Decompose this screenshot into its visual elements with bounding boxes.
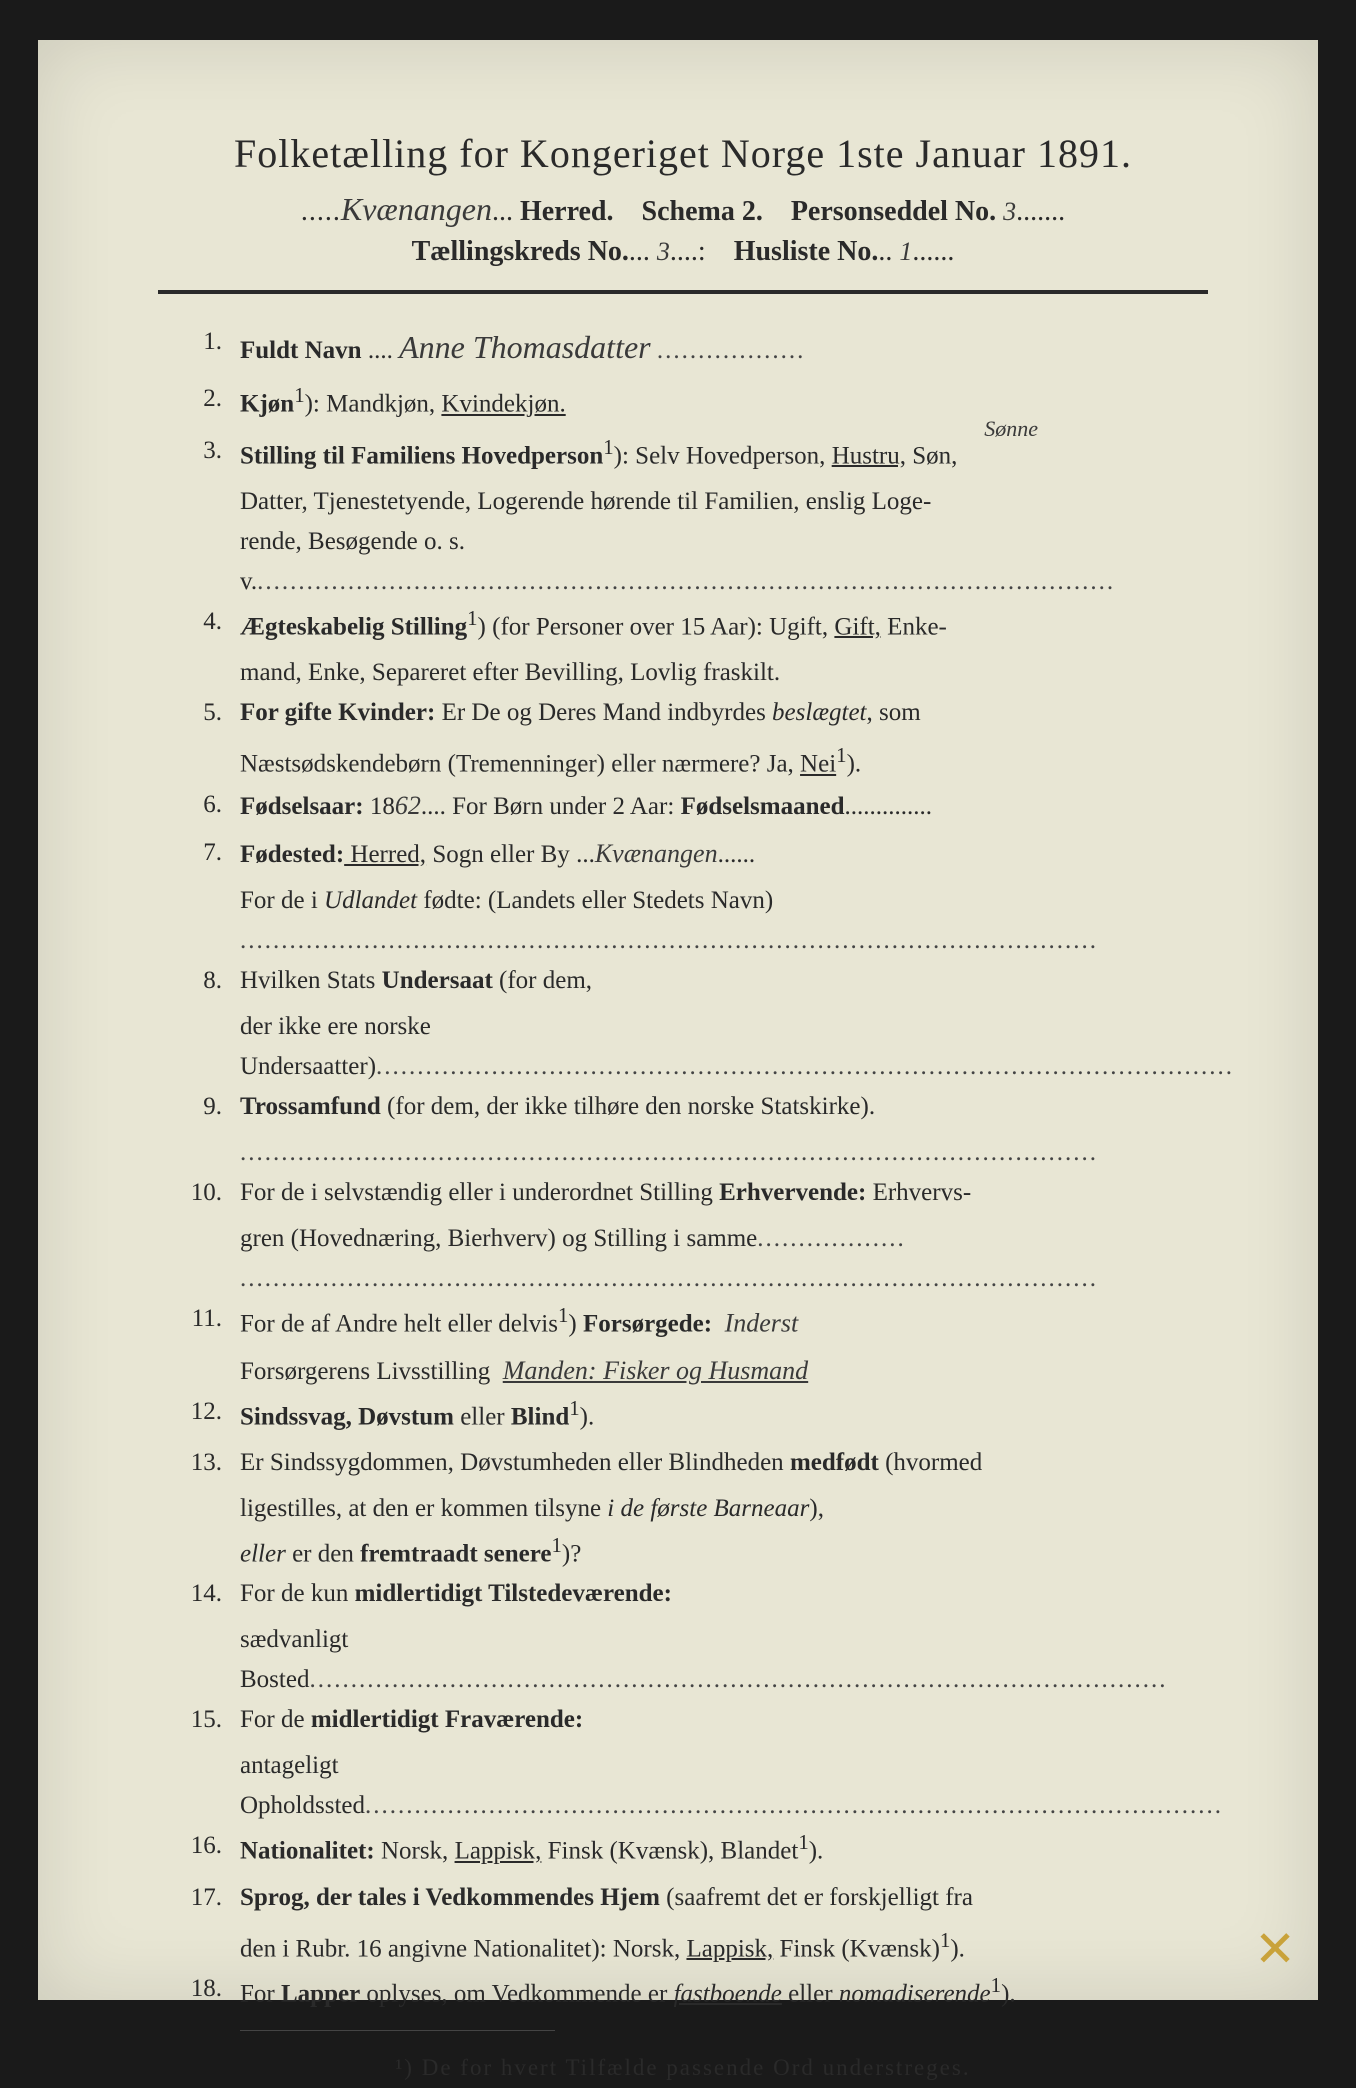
schema-label: Schema 2. xyxy=(642,196,763,227)
row-num: 15. xyxy=(158,1700,240,1740)
underlined-option: Hustru, xyxy=(832,442,906,469)
herred-handwritten: Kvænangen xyxy=(341,191,492,227)
row-7: 7. Fødested: Herred, Sogn eller By ...Kv… xyxy=(158,833,1208,875)
kreds-label: Tællingskreds No. xyxy=(412,236,629,267)
row-13: 13. Er Sindssygdommen, Døvstumheden elle… xyxy=(158,1443,1208,1483)
row-num: 2. xyxy=(158,379,240,424)
census-form-page: Folketælling for Kongeriget Norge 1ste J… xyxy=(38,40,1318,2000)
row-8-cont: der ikke ere norske Undersaatter) xyxy=(158,1007,1208,1087)
row-18: 18. For Lapper oplyses, om Vedkommende e… xyxy=(158,1969,1208,2014)
underlined-option: Gift, xyxy=(834,613,881,640)
row-num: 9. xyxy=(158,1087,240,1127)
row-16: 16. Nationalitet: Norsk, Lappisk, Finsk … xyxy=(158,1826,1208,1871)
field-label: Sprog, der tales i Vedkommendes Hjem xyxy=(240,1884,660,1911)
row-num: 16. xyxy=(158,1826,240,1871)
row-3-cont2: rende, Besøgende o. s. v. xyxy=(158,522,1208,602)
personseddel-label: Personseddel No. xyxy=(791,196,996,227)
header-line-1: .....Kvænangen... Herred. Schema 2. Pers… xyxy=(158,191,1208,228)
row-num: 3. xyxy=(158,431,240,476)
field-label: Fuldt Navn xyxy=(240,337,362,364)
field-label: Fødested: xyxy=(240,841,344,868)
row-num: 11. xyxy=(158,1299,240,1344)
row-9-blank xyxy=(158,1133,1208,1173)
row-num: 18. xyxy=(158,1969,240,2014)
row-num: 4. xyxy=(158,602,240,647)
row-11-cont: Forsørgerens Livsstilling Manden: Fisker… xyxy=(158,1350,1208,1392)
row-10-cont: gren (Hovednæring, Bierhverv) og Stillin… xyxy=(158,1219,1208,1259)
field-label: midlertidigt Fraværende: xyxy=(311,1706,583,1733)
row-num: 6. xyxy=(158,785,240,827)
name-handwritten: Anne Thomasdatter xyxy=(399,329,651,365)
row-10: 10. For de i selvstændig eller i underor… xyxy=(158,1173,1208,1213)
field-label: For gifte Kvinder: xyxy=(240,699,435,726)
row-num: 12. xyxy=(158,1392,240,1437)
header-line-2: Tællingskreds No.... 3....: Husliste No.… xyxy=(158,236,1208,268)
birthplace-hw: Kvænangen xyxy=(595,839,718,868)
row-3: 3. Stilling til Familiens Hovedperson1):… xyxy=(158,431,1208,476)
row-num: 13. xyxy=(158,1443,240,1483)
row-3-cont: Datter, Tjenestetyende, Logerende hørend… xyxy=(158,482,1208,522)
underlined-option: Lappisk, xyxy=(455,1838,542,1865)
kreds-no: 3 xyxy=(657,237,670,266)
row-7-blank xyxy=(158,921,1208,961)
field-label: midlertidigt Tilstedeværende: xyxy=(355,1580,672,1607)
row-num: 14. xyxy=(158,1574,240,1614)
field-label: medfødt xyxy=(790,1449,879,1476)
row-15-cont: antageligt Opholdssted xyxy=(158,1746,1208,1826)
provider-hw: Manden: Fisker og Husmand xyxy=(503,1356,808,1385)
row-num: 5. xyxy=(158,693,240,733)
field-label: Ægteskabelig Stilling xyxy=(240,613,467,640)
row-5-cont: Næstsødskendebørn (Tremenninger) eller n… xyxy=(158,739,1208,784)
field-label: Trossamfund xyxy=(240,1093,381,1120)
field-label: Lapper xyxy=(281,1980,360,2007)
underlined-option: Kvindekjøn. xyxy=(441,391,565,418)
row-2: 2. Kjøn1): Mandkjøn, Kvindekjøn. xyxy=(158,379,1208,424)
field-label: Kjøn xyxy=(240,391,294,418)
row-6: 6. Fødselsaar: 1862.... For Børn under 2… xyxy=(158,785,1208,827)
row-num: 8. xyxy=(158,961,240,1001)
row-4: 4. Ægteskabelig Stilling1) (for Personer… xyxy=(158,602,1208,647)
row-num: 17. xyxy=(158,1878,240,1918)
field-label: Stilling til Familiens Hovedperson xyxy=(240,442,603,469)
husliste-label: Husliste No. xyxy=(734,236,879,267)
row-8: 8. Hvilken Stats Undersaat (for dem, xyxy=(158,961,1208,1001)
underlined-option: Lappisk, xyxy=(686,1935,773,1962)
underlined-option: Nei xyxy=(800,751,836,778)
field-label: Nationalitet: xyxy=(240,1838,375,1865)
row-14: 14. For de kun midlertidigt Tilstedevære… xyxy=(158,1574,1208,1614)
row-num: 10. xyxy=(158,1173,240,1213)
row-17: 17. Sprog, der tales i Vedkommendes Hjem… xyxy=(158,1878,1208,1918)
footnote-rule xyxy=(240,2030,555,2031)
field-label: Fødselsaar: xyxy=(240,793,364,820)
supported-hw: Inderst xyxy=(725,1308,799,1337)
row-15: 15. For de midlertidigt Fraværende: xyxy=(158,1700,1208,1740)
row-11: 11. For de af Andre helt eller delvis1) … xyxy=(158,1299,1208,1344)
field-label: Undersaat xyxy=(382,967,493,994)
row-14-cont: sædvanligt Bosted xyxy=(158,1620,1208,1700)
corner-x-mark: ✕ xyxy=(1254,1920,1296,1978)
row-10-blank xyxy=(158,1259,1208,1299)
birth-year-hw: 62 xyxy=(395,791,421,820)
row-13-cont: ligestilles, at den er kommen tilsyne i … xyxy=(158,1489,1208,1529)
row-num: 1. xyxy=(158,322,240,373)
row-7-cont: For de i Udlandet fødte: (Landets eller … xyxy=(158,881,1208,921)
row-9: 9. Trossamfund (for dem, der ikke tilhør… xyxy=(158,1087,1208,1127)
personseddel-no: 3 xyxy=(1003,197,1016,226)
field-label: Forsørgede: xyxy=(583,1310,712,1337)
row-12: 12. Sindssvag, Døvstum eller Blind1). xyxy=(158,1392,1208,1437)
divider xyxy=(158,290,1208,294)
herred-label: Herred. xyxy=(520,196,614,227)
row-17-cont: den i Rubr. 16 angivne Nationalitet): No… xyxy=(158,1924,1208,1969)
row-4-cont: mand, Enke, Separeret efter Bevilling, L… xyxy=(158,653,1208,693)
field-label: Sindssvag, Døvstum xyxy=(240,1403,454,1430)
husliste-no: 1 xyxy=(899,237,912,266)
row-13-cont2: eller er den fremtraadt senere1)? xyxy=(158,1529,1208,1574)
row-num: 7. xyxy=(158,833,240,875)
form-title: Folketælling for Kongeriget Norge 1ste J… xyxy=(158,130,1208,177)
field-label: Erhvervende: xyxy=(719,1179,866,1206)
row-5: 5. For gifte Kvinder: Er De og Deres Man… xyxy=(158,693,1208,733)
hw-annotation: Sønne xyxy=(984,411,1038,446)
footnote: ¹) De for hvert Tilfælde passende Ord un… xyxy=(158,2055,1208,2081)
row-1: 1. Fuldt Navn .... Anne Thomasdatter xyxy=(158,322,1208,373)
